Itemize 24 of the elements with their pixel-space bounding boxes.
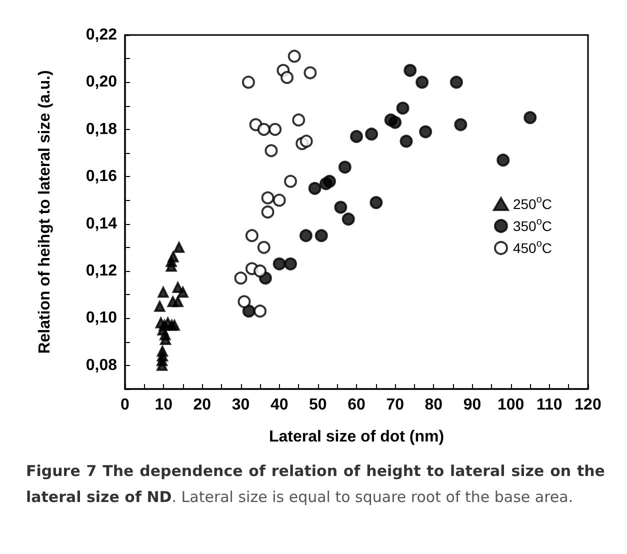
- x-tick-label: 30: [232, 396, 250, 414]
- x-tick-label: 70: [386, 396, 404, 414]
- y-tick-label: 0,22: [86, 26, 118, 44]
- caption: Figure 7 The dependence of relation of height to lateral size on the lateral size of ND. Lateral size is equal to square root of the base area.: [26, 462, 605, 506]
- y-tick-label: 0,12: [86, 262, 118, 280]
- x-tick-label: 50: [309, 396, 327, 414]
- x-tick-label: 60: [348, 396, 366, 414]
- x-axis-title: Lateral size of dot (nm): [268, 428, 444, 446]
- y-tick-label: 0,16: [86, 168, 118, 186]
- x-tick-label: 20: [193, 396, 212, 414]
- x-tick-label: 10: [154, 396, 173, 414]
- x-tick-label: 110: [536, 396, 562, 414]
- x-tick-label: 120: [574, 396, 602, 414]
- y-tick-label: 0,10: [86, 310, 118, 327]
- y-axis-title: Relation of heihgt to lateral size (a.u.): [36, 70, 54, 354]
- y-tick-label: 0,08: [86, 356, 118, 374]
- y-tick-label: 0,18: [86, 120, 118, 138]
- x-tick-label: 100: [497, 396, 524, 414]
- x-tick-label: 80: [424, 396, 443, 414]
- y-tick-label: 0,20: [86, 74, 118, 91]
- x-tick-label: 0: [120, 396, 130, 414]
- y-tick-label: 0,14: [86, 215, 118, 232]
- x-tick-label: 90: [463, 396, 482, 414]
- x-tick-label: 40: [270, 396, 288, 414]
